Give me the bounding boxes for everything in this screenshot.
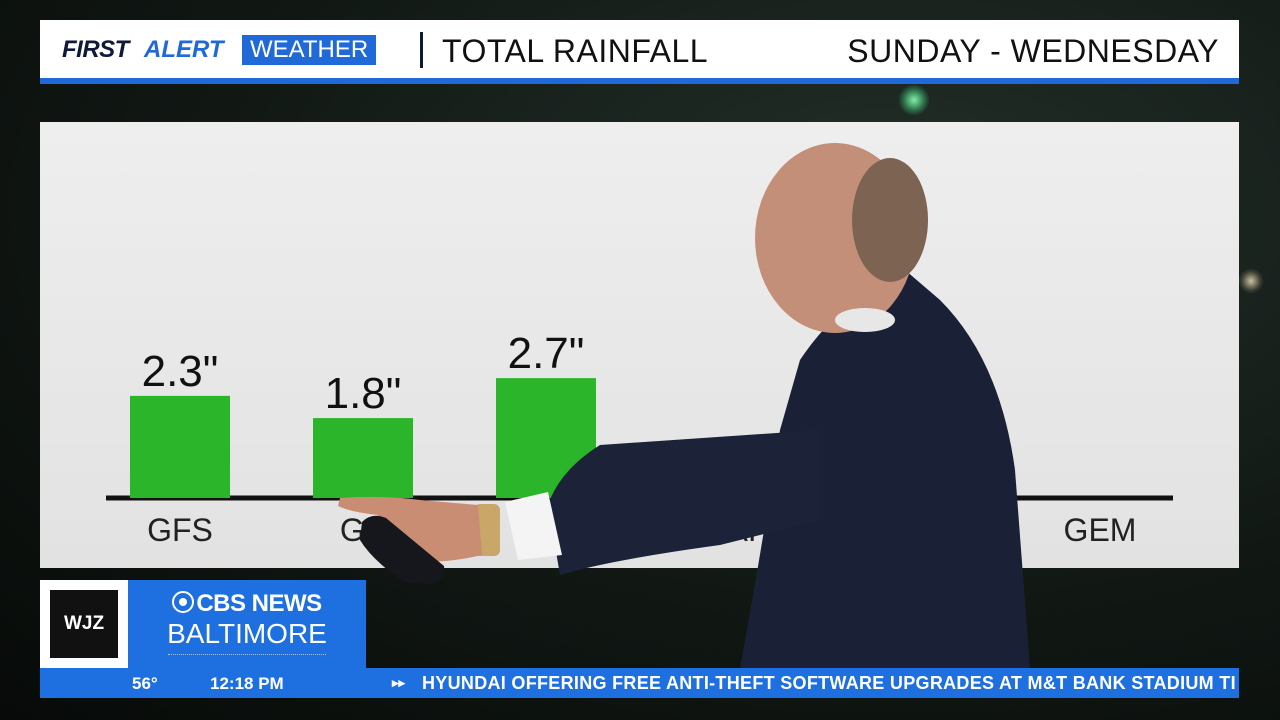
presenter-collar — [835, 308, 895, 332]
station-logo: WJZ — [40, 580, 128, 668]
ticker-temperature: 56° — [132, 674, 158, 693]
presenter-torso — [740, 270, 1030, 668]
presenter-hair — [852, 158, 928, 282]
header-bar: FIRST ALERT WEATHER TOTAL RAINFALL SUNDA… — [40, 20, 1239, 84]
network-bug: CBS NEWS BALTIMORE — [128, 580, 366, 668]
chart-bar — [130, 395, 230, 498]
ticker-arrow-icon: ▸▸ — [392, 675, 406, 690]
station-call-sign: WJZ — [50, 590, 118, 658]
bar-value-label: 1.8" — [325, 369, 402, 418]
page-title: TOTAL RAINFALL — [442, 33, 709, 69]
network-name: CBS NEWS — [196, 590, 322, 617]
network-name-row: CBS NEWS — [128, 590, 366, 618]
presenter-clicker — [360, 515, 445, 584]
presenter-cuff — [505, 492, 562, 560]
bar-value-label: 2.7" — [508, 329, 585, 378]
date-range: SUNDAY - WEDNESDAY — [847, 33, 1219, 69]
light-bokeh — [898, 84, 930, 116]
presenter-arm — [548, 430, 820, 575]
bar-value-label: 2.3" — [142, 347, 219, 396]
category-label: GEM — [1064, 512, 1137, 548]
presenter-hand — [338, 496, 482, 562]
ticker-time: 12:18 PM — [210, 674, 284, 693]
brand-first: FIRST — [62, 36, 129, 63]
network-divider — [168, 654, 326, 661]
header-divider — [420, 32, 423, 68]
news-ticker: 56° 12:18 PM ▸▸ HYUNDAI OFFERING FREE AN… — [40, 668, 1239, 698]
cbs-eye-icon — [172, 591, 195, 613]
ticker-headline: HYUNDAI OFFERING FREE ANTI-THEFT SOFTWAR… — [422, 673, 1236, 693]
chart-bar — [313, 418, 413, 498]
brand-alert: ALERT — [144, 36, 224, 63]
light-bokeh — [1238, 268, 1264, 294]
category-label: GFS — [147, 512, 213, 548]
network-city: BALTIMORE — [167, 618, 327, 649]
brand-weather: WEATHER — [242, 35, 377, 65]
